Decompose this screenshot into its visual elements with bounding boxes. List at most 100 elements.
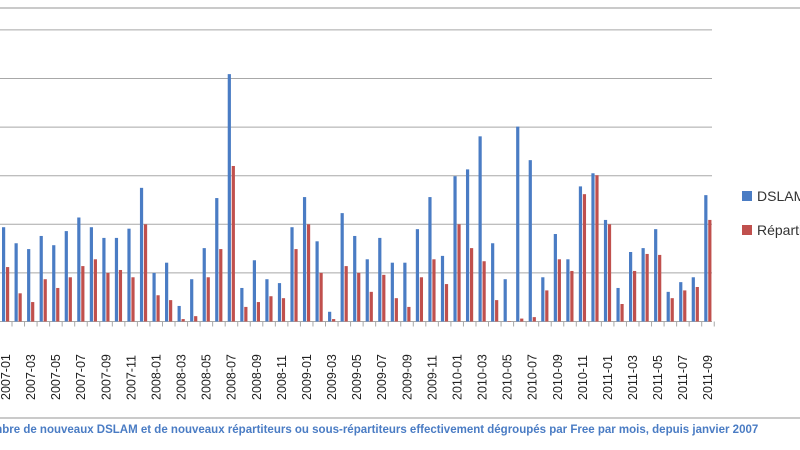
bar-dslam-2011-02 — [616, 287, 620, 322]
bar-dslam-2009-08 — [390, 262, 394, 322]
bar-repartiteurs-2007-08 — [93, 259, 97, 322]
bar-dslam-2011-05 — [654, 229, 658, 322]
x-tick-label: 2007-09 — [99, 354, 113, 400]
bar-dslam-2010-07 — [528, 160, 532, 322]
bar-dslam-2008-10 — [265, 279, 269, 322]
bar-repartiteurs-2007-05 — [56, 287, 60, 322]
bar-repartiteurs-2009-10 — [419, 277, 424, 322]
x-tick-label: 2007-11 — [124, 355, 138, 400]
bar-dslam-2010-04 — [491, 243, 495, 322]
bar-repartiteurs-2011-06 — [670, 298, 674, 322]
bar-repartiteurs-2007-10 — [118, 269, 123, 322]
x-tick-label: 2008-03 — [175, 354, 189, 400]
bar-dslam-2010-08 — [541, 277, 545, 322]
x-tick-label: 2008-05 — [200, 354, 214, 400]
x-tick-label: 2010-01 — [450, 354, 464, 400]
bar-dslam-2007-03 — [27, 249, 31, 322]
bar-dslam-2010-06 — [516, 126, 520, 322]
bar-repartiteurs-2010-12 — [595, 175, 599, 322]
bar-dslam-2008-07 — [227, 74, 231, 322]
x-tick-label: 2008-11 — [275, 355, 289, 400]
legend-swatch-dslam — [742, 191, 752, 201]
bar-repartiteurs-2011-08 — [695, 286, 699, 322]
bar-repartiteurs-2009-01 — [306, 224, 311, 322]
bar-repartiteurs-2010-06 — [520, 318, 524, 322]
legend: DSLAM Répartiteurs — [742, 186, 800, 254]
bars — [2, 74, 712, 322]
x-axis-ticks: 2007-01 2007-03 2007-05 2007-07 2007-09 2007-… — [0, 321, 715, 400]
bar-dslam-2007-12 — [139, 187, 144, 322]
x-tick-label: 2011-01 — [601, 355, 615, 400]
bar-dslam-2011-07 — [679, 282, 683, 322]
bar-dslam-2011-09 — [704, 195, 708, 322]
x-tick-label: 2011-07 — [676, 355, 690, 400]
bar-repartiteurs-2010-01 — [457, 224, 461, 322]
x-tick-label: 2009-09 — [400, 354, 414, 400]
bar-dslam-2010-02 — [465, 169, 470, 322]
bar-repartiteurs-2011-05 — [658, 254, 662, 322]
x-tick-label: 2010-07 — [526, 354, 540, 400]
bar-repartiteurs-2009-05 — [357, 272, 361, 322]
bar-repartiteurs-2011-04 — [645, 253, 649, 322]
legend-swatch-repartiteurs — [742, 225, 752, 235]
bar-repartiteurs-2009-09 — [407, 306, 411, 322]
bar-repartiteurs-2008-09 — [256, 302, 260, 322]
bar-dslam-2010-01 — [453, 176, 457, 322]
bar-repartiteurs-2008-12 — [294, 249, 298, 322]
bar-repartiteurs-2011-02 — [620, 304, 624, 322]
bar-repartiteurs-2011-09 — [708, 219, 712, 322]
bar-dslam-2008-01 — [152, 272, 156, 322]
bar-dslam-2007-01 — [2, 227, 6, 322]
bar-dslam-2011-04 — [641, 248, 645, 322]
bar-dslam-2011-08 — [691, 277, 695, 322]
x-tick-label: 2011-09 — [701, 355, 715, 400]
bar-repartiteurs-2008-08 — [244, 306, 248, 322]
x-tick-label: 2007-01 — [0, 354, 13, 400]
bar-repartiteurs-2009-03 — [332, 319, 336, 322]
chart-caption: mbre de nouveaux DSLAM et de nouveaux ré… — [0, 424, 759, 436]
bar-repartiteurs-2008-10 — [269, 296, 273, 322]
legend-item-dslam: DSLAM — [742, 186, 800, 206]
bar-dslam-2008-08 — [240, 287, 244, 322]
bar-repartiteurs-2007-12 — [143, 224, 148, 322]
bar-dslam-2011-03 — [629, 252, 633, 322]
bar-dslam-2007-09 — [102, 237, 106, 322]
bar-repartiteurs-2007-04 — [43, 279, 47, 322]
bar-dslam-2008-05 — [202, 248, 206, 322]
bar-repartiteurs-2009-08 — [394, 298, 398, 322]
bar-dslam-2008-12 — [290, 227, 294, 322]
bar-dslam-2010-03 — [478, 136, 482, 322]
bar-dslam-2007-05 — [52, 245, 56, 322]
x-tick-label: 2008-01 — [149, 354, 163, 400]
x-tick-label: 2011-03 — [626, 355, 640, 400]
bar-dslam-2008-09 — [252, 260, 256, 322]
bar-repartiteurs-2008-05 — [206, 277, 210, 322]
x-tick-label: 2011-05 — [651, 355, 665, 400]
bar-repartiteurs-2010-03 — [482, 261, 486, 322]
x-tick-label: 2009-07 — [375, 354, 389, 400]
bar-dslam-2009-11 — [428, 197, 432, 322]
bar-repartiteurs-2010-09 — [557, 259, 561, 322]
legend-label-repartiteurs: Répartiteurs — [757, 222, 800, 238]
x-tick-label: 2009-01 — [300, 354, 314, 400]
bar-repartiteurs-2010-04 — [495, 300, 499, 322]
bar-repartiteurs-2007-02 — [18, 293, 22, 322]
bar-repartiteurs-2009-06 — [369, 291, 373, 322]
bar-repartiteurs-2007-09 — [106, 272, 110, 322]
bar-dslam-2009-05 — [353, 235, 357, 322]
bar-repartiteurs-2010-07 — [532, 317, 536, 322]
bar-repartiteurs-2008-02 — [169, 300, 173, 322]
x-tick-label: 2008-09 — [250, 354, 264, 400]
bar-dslam-2008-06 — [215, 198, 219, 322]
bar-repartiteurs-2009-11 — [432, 259, 436, 322]
bar-repartiteurs-2008-07 — [231, 165, 235, 322]
x-tick-label: 2010-09 — [551, 354, 565, 400]
x-tick-label: 2007-07 — [74, 354, 88, 400]
bar-repartiteurs-2010-08 — [545, 290, 549, 322]
bar-repartiteurs-2010-10 — [570, 270, 574, 322]
bar-dslam-2007-10 — [114, 237, 119, 322]
bar-dslam-2009-03 — [328, 311, 332, 322]
x-tick-label: 2007-03 — [24, 354, 38, 400]
bar-dslam-2010-11 — [578, 186, 583, 322]
